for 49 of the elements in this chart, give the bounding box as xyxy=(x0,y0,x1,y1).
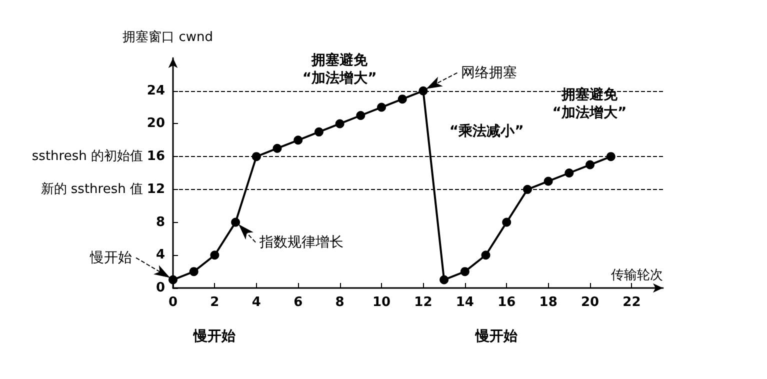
x-tick-label: 4 xyxy=(252,295,261,310)
y-tick-label: 16 xyxy=(146,149,165,164)
point xyxy=(377,102,386,112)
ref-line-label: ssthresh 的初始值 xyxy=(32,149,143,164)
point xyxy=(502,218,512,227)
point xyxy=(294,136,303,145)
ref-line-label: 新的 ssthresh 值 xyxy=(40,182,143,197)
x-tick-label: 2 xyxy=(210,295,220,310)
point xyxy=(314,127,324,136)
point xyxy=(564,168,574,178)
point xyxy=(522,184,532,194)
x-tick-label: 8 xyxy=(335,295,344,310)
x-tick-label: 10 xyxy=(372,295,391,310)
x-tick-label: 12 xyxy=(414,295,432,310)
x-tick-label: 6 xyxy=(294,295,303,310)
y-tick-label: 24 xyxy=(146,83,165,98)
point xyxy=(440,275,449,284)
point xyxy=(231,218,240,227)
y-tick-label: 8 xyxy=(156,214,165,230)
text: 慢开始 xyxy=(474,328,518,344)
point xyxy=(460,267,470,276)
point xyxy=(481,250,490,260)
x-tick-label: 16 xyxy=(498,295,516,310)
annotation: 慢开始 xyxy=(89,250,132,266)
annotation: 拥塞避免 “加法增大” xyxy=(302,52,377,86)
point xyxy=(272,144,282,153)
point xyxy=(168,275,178,284)
text: 慢开始 xyxy=(192,328,237,344)
y-tick-label: 0 xyxy=(156,280,165,296)
x-tick-label: 20 xyxy=(580,295,600,310)
annotation: 网络拥塞 xyxy=(461,64,518,81)
y-axis-title: 拥塞窗口 cwnd xyxy=(122,29,213,45)
annotation: “乘法减小” xyxy=(449,124,524,140)
x-tick-label: 0 xyxy=(168,295,178,310)
x-tick-label: 18 xyxy=(539,295,558,310)
y-tick-label: 20 xyxy=(146,116,165,132)
point xyxy=(398,94,407,104)
point xyxy=(586,160,595,170)
point xyxy=(544,176,553,186)
point xyxy=(356,111,366,120)
x-tick-label: 22 xyxy=(622,295,641,310)
x-tick-label: 14 xyxy=(456,295,474,310)
point xyxy=(210,250,220,260)
point xyxy=(189,267,198,276)
annotation: 指数规律增长 xyxy=(258,234,344,250)
x-axis-title: 传输轮次 xyxy=(611,268,663,283)
y-tick-label: 12 xyxy=(146,182,165,197)
y-tick-label: 4 xyxy=(156,248,165,263)
point xyxy=(335,119,344,128)
